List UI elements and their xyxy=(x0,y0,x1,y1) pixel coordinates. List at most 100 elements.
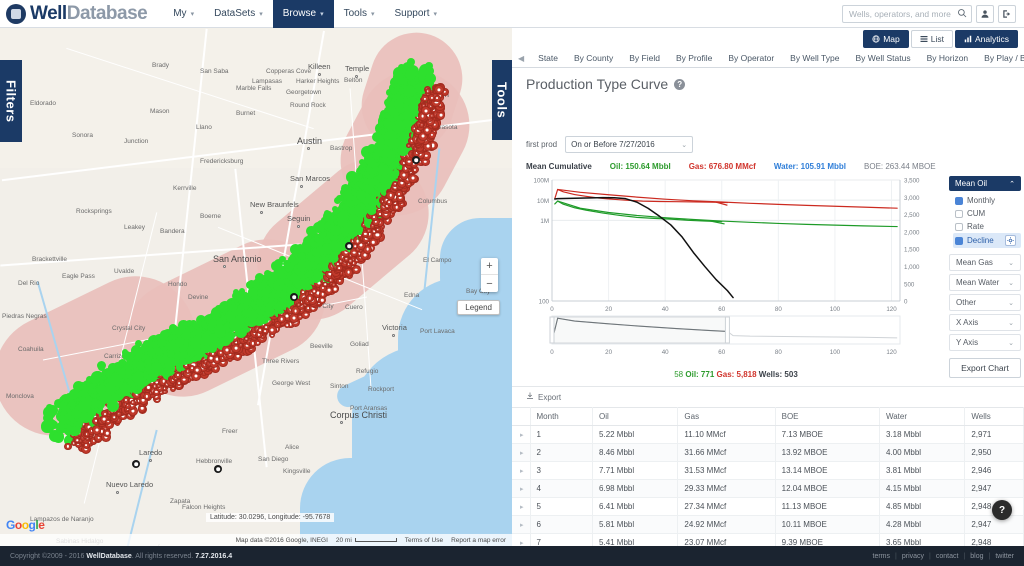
nav-item-support[interactable]: Support ▾ xyxy=(384,0,447,28)
legend-button[interactable]: Legend xyxy=(457,300,500,315)
well-marker[interactable] xyxy=(290,293,298,301)
navigator-selection[interactable] xyxy=(551,316,728,344)
well-marker[interactable] xyxy=(46,418,57,428)
well-marker[interactable] xyxy=(419,122,425,128)
well-marker[interactable] xyxy=(214,465,222,473)
well-marker[interactable] xyxy=(433,84,444,95)
well-marker[interactable] xyxy=(54,399,64,409)
well-marker[interactable] xyxy=(109,391,117,399)
chevron-left-icon[interactable]: ◀ xyxy=(518,54,525,63)
footer-link-blog[interactable]: blog xyxy=(970,552,984,560)
nav-item-my[interactable]: My ▾ xyxy=(163,0,204,28)
checkbox-cum[interactable] xyxy=(955,209,963,218)
search-input[interactable] xyxy=(849,8,957,19)
well-marker[interactable] xyxy=(215,318,223,326)
user-icon[interactable] xyxy=(976,4,994,23)
table-row[interactable]: ▸ 2 8.46 Mbbl 31.66 MMcf 13.92 MBOE 4.00 Mbbl… xyxy=(512,443,1024,462)
help-button[interactable]: ? xyxy=(992,500,1012,520)
well-marker[interactable] xyxy=(351,265,361,275)
well-marker[interactable] xyxy=(238,288,245,295)
well-marker[interactable] xyxy=(345,242,353,250)
table-row[interactable]: ▸ 4 6.98 Mbbl 29.33 MMcf 12.04 MBOE 4.15 Mbbl… xyxy=(512,479,1024,498)
chevron-right-icon[interactable]: ▸ xyxy=(512,533,531,546)
navigator-handle-left[interactable] xyxy=(549,316,555,344)
tab-by-operator[interactable]: By Operator xyxy=(720,49,782,67)
well-marker[interactable] xyxy=(78,401,91,414)
footer-link-privacy[interactable]: privacy xyxy=(901,552,925,560)
checkbox-rate[interactable] xyxy=(955,222,963,231)
option-rate[interactable]: Rate xyxy=(953,220,1021,233)
well-marker[interactable] xyxy=(395,75,404,85)
table-row[interactable]: ▸ 5 6.41 Mbbl 27.34 MMcf 11.13 MBOE 4.85 Mbbl… xyxy=(512,497,1024,516)
global-search[interactable] xyxy=(842,4,972,23)
gear-icon[interactable] xyxy=(1005,235,1016,246)
app-logo-text[interactable]: WellDatabase xyxy=(30,3,148,25)
well-marker[interactable] xyxy=(71,408,83,420)
well-marker[interactable] xyxy=(269,291,277,299)
well-marker[interactable] xyxy=(104,418,112,425)
section-y-axis[interactable]: Y Axis ⌄ xyxy=(949,334,1021,351)
checkbox-monthly[interactable] xyxy=(955,196,963,205)
well-marker[interactable] xyxy=(224,332,234,343)
well-marker[interactable] xyxy=(94,370,102,378)
well-marker[interactable] xyxy=(132,460,140,468)
well-marker[interactable] xyxy=(75,405,82,412)
well-marker[interactable] xyxy=(76,411,88,423)
section-mean-gas[interactable]: Mean Gas ⌄ xyxy=(949,254,1021,271)
map-zoom-controls[interactable]: + − xyxy=(481,258,498,292)
well-marker[interactable] xyxy=(44,414,51,421)
tab-by-well-type[interactable]: By Well Type xyxy=(782,49,847,67)
well-marker[interactable] xyxy=(64,442,72,451)
export-table-button[interactable]: Export xyxy=(512,387,1024,407)
zoom-out-button[interactable]: − xyxy=(486,277,493,290)
footer-link-twitter[interactable]: twitter xyxy=(995,552,1014,560)
well-marker[interactable] xyxy=(111,414,118,421)
chevron-right-icon[interactable]: ▸ xyxy=(512,425,531,444)
terms-of-use-link[interactable]: Terms of Use xyxy=(404,536,444,544)
table-row[interactable]: ▸ 3 7.71 Mbbl 31.53 MMcf 13.14 MBOE 3.81 Mbbl… xyxy=(512,461,1024,480)
nav-item-datasets[interactable]: DataSets ▾ xyxy=(204,0,273,28)
footer-link-terms[interactable]: terms xyxy=(872,552,891,560)
table-row[interactable]: ▸ 7 5.41 Mbbl 23.07 MMcf 9.39 MBOE 3.65 Mbbl 2… xyxy=(512,533,1024,546)
chart-svg[interactable]: 100M 10M 1M 100 3,500 3,000 2,500 2,000 1,500 1,0… xyxy=(526,176,946,366)
footer-link-contact[interactable]: contact xyxy=(935,552,959,560)
navigator-handle-right[interactable] xyxy=(724,316,730,344)
well-marker[interactable] xyxy=(277,314,286,324)
column-expander[interactable] xyxy=(512,407,531,426)
well-marker[interactable] xyxy=(68,401,76,409)
well-marker[interactable] xyxy=(65,393,74,402)
search-icon[interactable] xyxy=(957,5,967,23)
well-marker[interactable] xyxy=(57,424,64,431)
section-x-axis[interactable]: X Axis ⌄ xyxy=(949,314,1021,331)
well-marker[interactable] xyxy=(91,425,102,435)
well-marker[interactable] xyxy=(254,272,264,282)
well-marker[interactable] xyxy=(74,437,81,443)
section-mean-water[interactable]: Mean Water ⌄ xyxy=(949,274,1021,291)
mean-oil-section-header[interactable]: Mean Oil ⌃ xyxy=(949,176,1021,191)
view-button-map[interactable]: Map xyxy=(863,30,909,48)
production-table-container[interactable]: Export Month Oil Gas BOE Water Wells ▸ 1 5.22 M… xyxy=(512,386,1024,546)
tab-by-well-status[interactable]: By Well Status xyxy=(847,49,918,67)
well-marker[interactable] xyxy=(135,370,143,379)
zoom-in-button[interactable]: + xyxy=(481,258,498,275)
table-row[interactable]: ▸ 1 5.22 Mbbl 11.10 MMcf 7.13 MBOE 3.18 Mbbl 2… xyxy=(512,425,1024,444)
chevron-right-icon[interactable]: ▸ xyxy=(512,443,531,462)
well-marker[interactable] xyxy=(68,388,80,400)
well-marker[interactable] xyxy=(408,173,418,184)
tab-by-horizon[interactable]: By Horizon xyxy=(919,49,977,67)
well-marker[interactable] xyxy=(107,399,120,412)
column-water[interactable]: Water xyxy=(879,407,966,426)
type-curve-chart[interactable]: 100M 10M 1M 100 3,500 3,000 2,500 2,000 1,500 1,0… xyxy=(526,176,946,366)
option-decline[interactable]: Decline xyxy=(953,233,1021,248)
well-marker[interactable] xyxy=(406,57,415,66)
well-marker[interactable] xyxy=(103,429,112,438)
well-marker[interactable] xyxy=(101,393,112,404)
chevron-right-icon[interactable]: ▸ xyxy=(512,479,531,498)
logout-icon[interactable] xyxy=(998,4,1016,23)
well-marker[interactable] xyxy=(46,404,58,417)
well-marker[interactable] xyxy=(130,399,136,406)
well-marker[interactable] xyxy=(426,67,434,75)
well-marker[interactable] xyxy=(192,365,202,375)
well-marker[interactable] xyxy=(90,374,100,384)
tab-state[interactable]: State xyxy=(530,49,566,67)
